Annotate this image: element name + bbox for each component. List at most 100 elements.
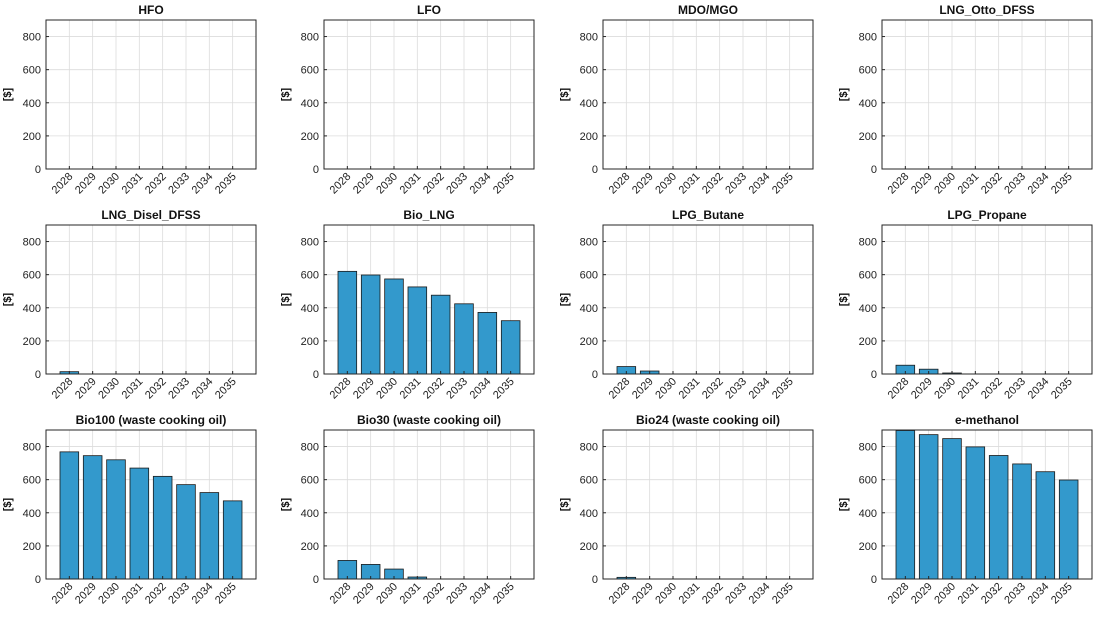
x-tick-label: 2031 (398, 581, 424, 607)
y-tick-label: 0 (313, 164, 319, 176)
y-tick-label: 400 (301, 303, 319, 315)
axes-box (602, 224, 814, 375)
y-tick-label: 800 (580, 237, 598, 249)
axes-box (602, 19, 814, 170)
x-tick-label: 2028 (50, 171, 76, 197)
y-tick-label: 0 (35, 574, 41, 586)
subplot-title: LPG_Butane (672, 208, 744, 222)
x-tick-label: 2035 (770, 171, 796, 197)
x-tick-label: 2029 (630, 376, 656, 402)
x-tick-label: 2035 (213, 171, 239, 197)
bar-bio-lng-2033 (454, 303, 474, 375)
y-tick-label: 800 (859, 442, 877, 454)
axes-box (881, 224, 1093, 375)
axes-box (881, 429, 1093, 580)
x-tick-label: 2034 (190, 376, 216, 402)
axes-box (45, 19, 257, 170)
x-tick-label: 2028 (607, 581, 633, 607)
x-tick-label: 2035 (770, 581, 796, 607)
x-tick-label: 2032 (421, 581, 447, 607)
x-tick-label: 2032 (143, 171, 169, 197)
y-tick-label: 200 (301, 131, 319, 143)
axes-box (45, 429, 257, 580)
x-tick-label: 2035 (1049, 171, 1075, 197)
subplot-title: Bio30 (waste cooking oil) (357, 413, 501, 427)
y-tick-label: 600 (580, 475, 598, 487)
y-tick-label: 600 (301, 270, 319, 282)
subplot-lpg-butane: 0200400600800202820292030203120322033203… (559, 208, 814, 402)
subplot-title: Bio100 (waste cooking oil) (76, 413, 227, 427)
y-axis-label: [$] (2, 87, 14, 101)
x-tick-label: 2031 (956, 376, 982, 402)
bar-e-methanol-2032 (988, 455, 1009, 580)
y-tick-label: 600 (580, 65, 598, 77)
y-tick-label: 400 (23, 98, 41, 110)
x-tick-label: 2029 (909, 171, 935, 197)
y-tick-label: 0 (871, 574, 877, 586)
x-tick-label: 2033 (444, 171, 470, 197)
y-tick-label: 400 (23, 303, 41, 315)
x-tick-label: 2031 (677, 171, 703, 197)
y-axis-label: [$] (559, 497, 571, 511)
plot-area (603, 20, 813, 169)
y-tick-label: 200 (301, 541, 319, 553)
bar-bio100-waste-cooking-oil-2028 (59, 451, 80, 580)
y-axis-label: [$] (280, 87, 292, 101)
x-tick-label: 2032 (700, 581, 726, 607)
x-tick-label: 2032 (979, 376, 1005, 402)
y-tick-label: 200 (23, 131, 41, 143)
x-tick-label: 2033 (1002, 581, 1028, 607)
bar-bio-lng-2028 (337, 270, 358, 375)
x-tick-label: 2033 (444, 581, 470, 607)
y-tick-label: 200 (859, 336, 877, 348)
y-tick-label: 600 (23, 65, 41, 77)
bar-bio-lng-2032 (430, 294, 451, 375)
x-tick-label: 2034 (468, 171, 494, 197)
y-tick-label: 400 (580, 98, 598, 110)
x-tick-label: 2033 (723, 376, 749, 402)
bar-bio-lng-2031 (407, 286, 428, 375)
x-tick-label: 2033 (723, 171, 749, 197)
bar-e-methanol-2029 (918, 434, 939, 580)
plot-area (324, 20, 534, 169)
bar-e-methanol-2034 (1035, 471, 1056, 580)
x-tick-label: 2034 (190, 581, 216, 607)
bar-bio100-waste-cooking-oil-2029 (82, 455, 103, 580)
x-tick-label: 2033 (1002, 171, 1028, 197)
y-tick-label: 800 (580, 32, 598, 44)
subplot-bio-lng: 0200400600800202820292030203120322033203… (280, 208, 535, 402)
y-tick-label: 600 (301, 65, 319, 77)
subplot-lng-disel-dfss: 0200400600800202820292030203120322033203… (2, 208, 257, 402)
x-tick-label: 2034 (190, 171, 216, 197)
bar-e-methanol-2028 (895, 430, 916, 580)
y-tick-label: 400 (859, 303, 877, 315)
plot-area (46, 430, 256, 579)
subplot-lfo: 0200400600800202820292030203120322033203… (280, 3, 535, 197)
x-tick-label: 2031 (120, 581, 146, 607)
bar-bio100-waste-cooking-oil-2031 (129, 467, 150, 580)
x-tick-label: 2028 (886, 581, 912, 607)
axes-box (323, 429, 535, 580)
x-tick-label: 2030 (374, 376, 400, 402)
x-tick-label: 2031 (120, 171, 146, 197)
plot-area (603, 225, 813, 374)
x-tick-label: 2032 (421, 376, 447, 402)
x-tick-label: 2034 (468, 376, 494, 402)
x-tick-label: 2032 (143, 376, 169, 402)
plot-area (46, 20, 256, 169)
subplot-bio24-waste-cooking-oil: 0200400600800202820292030203120322033203… (559, 413, 814, 607)
y-tick-label: 400 (301, 508, 319, 520)
x-tick-label: 2032 (421, 171, 447, 197)
axes-box (323, 19, 535, 170)
x-tick-label: 2035 (491, 171, 517, 197)
plot-area (324, 430, 534, 579)
x-tick-label: 2028 (328, 171, 354, 197)
x-tick-label: 2034 (468, 581, 494, 607)
subplot-bio30-waste-cooking-oil: 0200400600800202820292030203120322033203… (280, 413, 535, 607)
x-tick-label: 2031 (677, 581, 703, 607)
y-tick-label: 800 (23, 237, 41, 249)
bar-e-methanol-2035 (1058, 479, 1079, 580)
x-tick-label: 2030 (653, 376, 679, 402)
